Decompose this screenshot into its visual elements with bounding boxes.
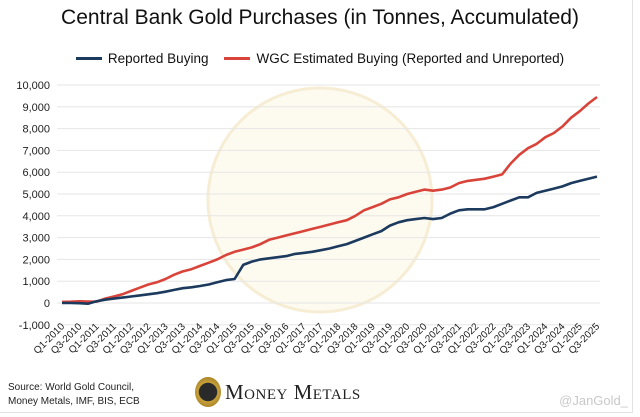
source-note: Source: World Gold Council, Money Metals… xyxy=(8,381,140,409)
y-tick-label: 5,000 xyxy=(22,189,50,201)
y-tick-label: 3,000 xyxy=(22,233,50,245)
y-tick-label: 0 xyxy=(44,298,50,310)
y-tick-label: 2,000 xyxy=(22,254,50,266)
legend-item-reported: Reported Buying xyxy=(75,51,209,66)
author-handle: @JanGold_ xyxy=(559,393,628,408)
y-tick-label: 8,000 xyxy=(22,124,50,136)
y-tick-label: -1,000 xyxy=(19,320,50,332)
legend: Reported Buying WGC Estimated Buying (Re… xyxy=(0,51,640,66)
legend-label-wgc: WGC Estimated Buying (Reported and Unrep… xyxy=(256,51,565,66)
series-line-wgc-estimated xyxy=(61,95,598,304)
chart-frame xyxy=(0,0,633,413)
money-metals-logo: Money Metals xyxy=(195,377,361,407)
legend-swatch-wgc xyxy=(224,57,251,60)
legend-label-reported: Reported Buying xyxy=(107,51,209,66)
y-tick-label: 10,000 xyxy=(16,80,50,92)
legend-swatch-reported xyxy=(75,57,102,60)
y-tick-label: 6,000 xyxy=(22,167,50,179)
logo-text: Money Metals xyxy=(225,379,361,404)
watermark-seal xyxy=(206,86,434,314)
y-tick-label: 4,000 xyxy=(22,211,50,223)
torch-medal-icon xyxy=(195,377,221,407)
source-line-2: Money Metals, IMF, BIS, ECB xyxy=(8,396,140,407)
y-tick-label: 7,000 xyxy=(22,145,50,157)
legend-item-wgc: WGC Estimated Buying (Reported and Unrep… xyxy=(224,51,564,66)
chart-title: Central Bank Gold Purchases (in Tonnes, … xyxy=(61,6,579,29)
source-line-1: Source: World Gold Council, xyxy=(8,382,134,393)
series-line-reported xyxy=(62,175,598,305)
y-tick-label: 9,000 xyxy=(22,102,50,114)
y-tick-label: 1,000 xyxy=(22,276,50,288)
